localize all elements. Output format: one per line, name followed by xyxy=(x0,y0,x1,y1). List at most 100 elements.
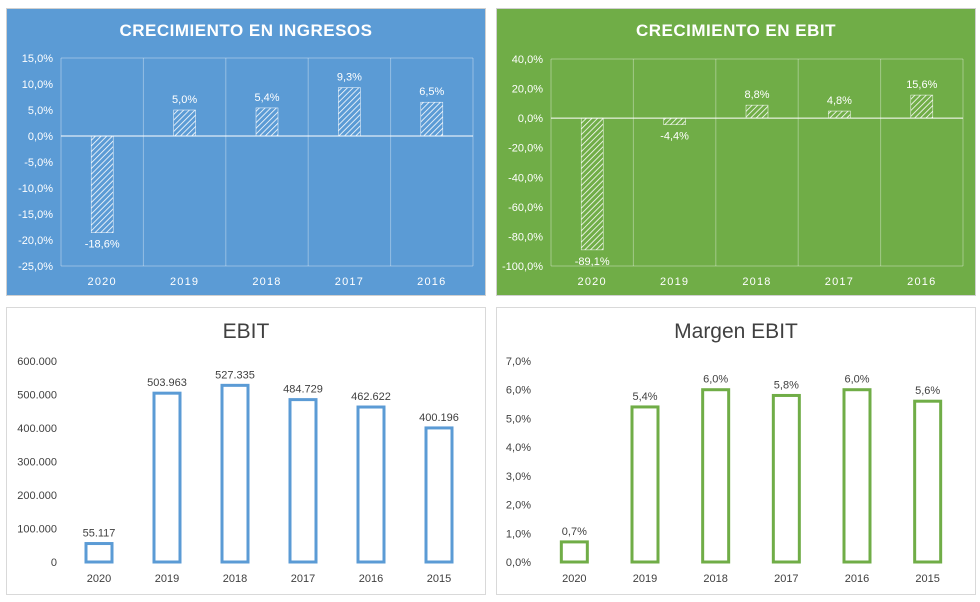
data-label: 400.196 xyxy=(419,412,459,424)
data-label: 5,6% xyxy=(915,385,940,397)
bar xyxy=(173,109,196,137)
bar xyxy=(745,104,769,119)
ebit-chart: 600.000 500.000 400.000 300.000 200.000 100.0… xyxy=(17,356,459,585)
data-label: -18,6% xyxy=(85,239,120,251)
y-tick-label: -20,0% xyxy=(508,143,543,155)
bar xyxy=(338,87,361,137)
margen-ebit-chart-panel: Margen EBIT 7,0% 6,0% 5,0% 4,0% 3,0% 2,0% 1,0%… xyxy=(496,307,976,595)
data-label: 5,4% xyxy=(632,391,657,403)
bar xyxy=(842,388,872,564)
y-tick-label: 15,0% xyxy=(22,53,53,65)
bar xyxy=(910,94,934,119)
bar xyxy=(580,117,604,251)
y-tick-label: 6,0% xyxy=(506,385,531,397)
y-tick-label: -20,0% xyxy=(18,235,53,247)
y-tick-label: 300.000 xyxy=(17,457,57,469)
x-tick-label: 2020 xyxy=(88,276,117,288)
data-label: 6,5% xyxy=(419,86,444,98)
x-tick-label: 2015 xyxy=(427,573,451,585)
data-label: -4,4% xyxy=(660,131,689,143)
ingresos-growth-chart: 15,0% 10,0% 5,0% 0,0% -5,0% -10,0% -15,0% -20,0… xyxy=(18,53,474,288)
x-tick-label: 2017 xyxy=(291,573,315,585)
bar xyxy=(356,405,386,564)
y-tick-label: 7,0% xyxy=(506,356,531,368)
x-tick-label: 2018 xyxy=(703,573,727,585)
data-label: 9,3% xyxy=(337,72,362,84)
x-tick-label: 2017 xyxy=(774,573,798,585)
x-tick-label: 2018 xyxy=(252,276,281,288)
y-tick-label: -40,0% xyxy=(508,172,543,184)
y-tick-label: 20,0% xyxy=(512,84,543,96)
x-tick-label: 2020 xyxy=(87,573,111,585)
chart-title: CRECIMIENTO EN INGRESOS xyxy=(119,21,373,40)
chart-title: CRECIMIENTO EN EBIT xyxy=(636,21,836,40)
data-label: 5,0% xyxy=(172,94,197,106)
bar xyxy=(84,542,114,564)
data-label: 484.729 xyxy=(283,384,323,396)
chart-title: EBIT xyxy=(222,320,270,343)
x-tick-label: 2020 xyxy=(578,276,607,288)
data-label: 6,0% xyxy=(703,374,728,386)
x-tick-label: 2016 xyxy=(845,573,869,585)
y-tick-label: -60,0% xyxy=(508,202,543,214)
data-label: 5,8% xyxy=(774,379,799,391)
ebit-chart-panel: EBIT 600.000 500.000 400.000 300.000 200.000… xyxy=(6,307,486,595)
bar xyxy=(255,107,279,137)
data-label: 503.963 xyxy=(147,377,187,389)
y-tick-label: 10,0% xyxy=(22,79,53,91)
bar xyxy=(420,101,444,137)
bar xyxy=(701,388,731,564)
bar xyxy=(288,398,318,564)
bar xyxy=(90,135,114,233)
bar xyxy=(630,405,660,564)
data-label: 55.117 xyxy=(83,528,116,540)
y-tick-label: 500.000 xyxy=(17,390,57,402)
y-tick-label: -10,0% xyxy=(18,183,53,195)
y-tick-label: 1,0% xyxy=(506,528,531,540)
y-tick-label: 600.000 xyxy=(17,356,57,368)
bar xyxy=(828,110,851,119)
bar xyxy=(559,540,589,564)
data-label: 8,8% xyxy=(744,89,769,101)
bar xyxy=(913,399,943,564)
y-tick-label: 0,0% xyxy=(518,113,543,125)
bar xyxy=(663,117,686,125)
y-tick-label: 200.000 xyxy=(17,490,57,502)
x-tick-label: 2019 xyxy=(170,276,199,288)
x-tick-label: 2019 xyxy=(660,276,689,288)
data-label: 15,6% xyxy=(906,79,937,91)
y-tick-label: -5,0% xyxy=(24,157,53,169)
data-label: 0,7% xyxy=(562,526,587,538)
margen-ebit-chart: 7,0% 6,0% 5,0% 4,0% 3,0% 2,0% 1,0% 0,0% 0,7% 2020… xyxy=(506,356,943,585)
data-label: 4,8% xyxy=(827,95,852,107)
y-tick-label: -25,0% xyxy=(18,261,53,273)
y-tick-label: 400.000 xyxy=(17,423,57,435)
x-tick-label: 2018 xyxy=(223,573,247,585)
y-tick-label: 5,0% xyxy=(28,105,53,117)
x-tick-label: 2016 xyxy=(417,276,446,288)
data-label: 6,0% xyxy=(844,374,869,386)
y-tick-label: 2,0% xyxy=(506,500,531,512)
data-label: 5,4% xyxy=(254,92,279,104)
data-label: 527.335 xyxy=(215,369,255,381)
data-label: 462.622 xyxy=(351,391,391,403)
x-tick-label: 2015 xyxy=(915,573,939,585)
x-tick-label: 2020 xyxy=(562,573,586,585)
y-tick-label: 40,0% xyxy=(512,54,543,66)
y-tick-label: 0 xyxy=(51,557,57,569)
ingresos-growth-chart-panel: CRECIMIENTO EN INGRESOS 15,0% 10,0% 5,0% 0,… xyxy=(6,8,486,296)
bar xyxy=(152,391,182,564)
y-tick-label: -100,0% xyxy=(502,261,543,273)
y-tick-label: 3,0% xyxy=(506,471,531,483)
bar xyxy=(220,383,250,564)
x-tick-label: 2017 xyxy=(335,276,364,288)
x-tick-label: 2018 xyxy=(742,276,771,288)
chart-title: Margen EBIT xyxy=(674,320,798,343)
x-tick-label: 2016 xyxy=(359,573,383,585)
y-tick-label: 4,0% xyxy=(506,442,531,454)
ebit-growth-chart-panel: CRECIMIENTO EN EBIT 40,0% 20,0% 0,0% -20,0%… xyxy=(496,8,976,296)
ebit-growth-chart: 40,0% 20,0% 0,0% -20,0% -40,0% -60,0% -80,0% -1… xyxy=(502,54,964,288)
x-tick-label: 2017 xyxy=(825,276,854,288)
x-tick-label: 2019 xyxy=(633,573,657,585)
x-tick-label: 2019 xyxy=(155,573,179,585)
